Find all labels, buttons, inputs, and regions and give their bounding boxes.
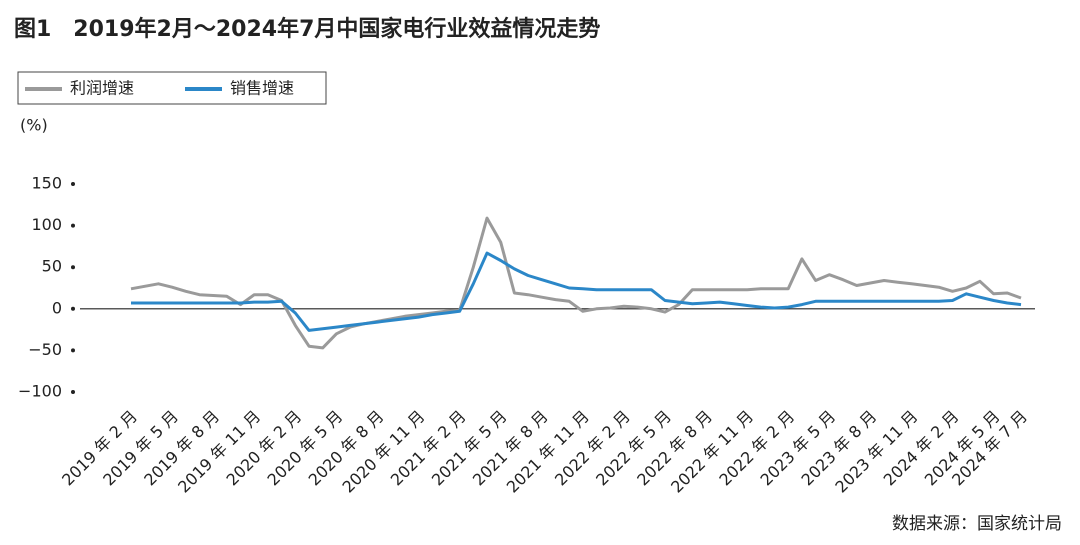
y-tick-mark [71, 306, 75, 311]
y-tick-label: 50 [42, 257, 62, 276]
y-tick-mark [71, 390, 75, 394]
source: 数据来源：国家统计局 [892, 514, 1062, 534]
y-tick-label: 100 [31, 215, 62, 234]
legend-label: 销售增速 [230, 79, 294, 98]
series-line [130, 216, 1022, 350]
legend-box [17, 71, 327, 105]
y-unit: (%) [20, 116, 48, 135]
y-tick-label: −50 [28, 340, 62, 359]
series-line [131, 251, 1022, 332]
y-tick-mark [71, 348, 75, 353]
y-tick-mark [71, 182, 75, 186]
y-tick-label: 0 [52, 298, 62, 317]
y-tick-mark [71, 223, 75, 228]
chart-title: 图1 2019年2月～2024年7月中国家电行业效益情况走势 [14, 16, 600, 42]
y-tick-mark [71, 265, 75, 270]
y-tick-label: 150 [31, 174, 62, 193]
y-tick-label: −100 [18, 382, 62, 401]
legend-label: 利润增速 [70, 79, 134, 98]
